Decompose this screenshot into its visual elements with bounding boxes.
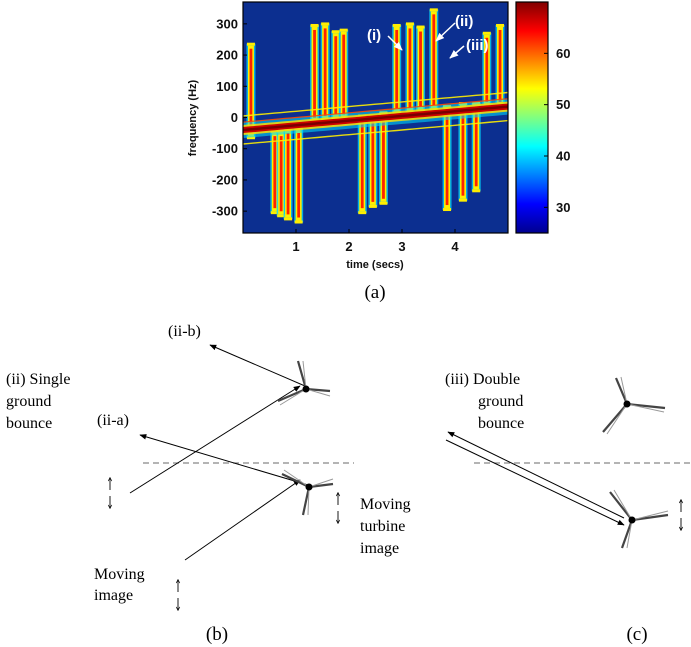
x-tick-label: 1 xyxy=(292,239,299,254)
ray-image-to-image xyxy=(184,479,301,561)
moving-turbine-label-3: image xyxy=(360,540,399,557)
colorbar-gradient xyxy=(515,1,549,234)
y-tick-label: -300 xyxy=(212,204,238,219)
single-bounce-diagram: (ii-b) (ii-a) (ii) Single ground bounce … xyxy=(6,323,411,610)
caption-b: (b) xyxy=(206,624,228,645)
caption-a: (a) xyxy=(364,282,385,303)
x-tick-label: 4 xyxy=(451,239,459,254)
colorbar-tick-label: 50 xyxy=(556,97,570,112)
flash-16 xyxy=(429,8,439,112)
x-tick-label: 3 xyxy=(398,239,405,254)
y-tick-label: 100 xyxy=(216,79,238,94)
flash-7 xyxy=(320,22,330,123)
ray-ground-to-turbine xyxy=(129,385,301,494)
colorbar-tick-labels: 60 50 40 30 xyxy=(544,46,570,215)
moving-turbine-label-2: turbine xyxy=(360,518,405,535)
annotation-ii: (ii) xyxy=(455,13,473,30)
colorbar-tick-label: 30 xyxy=(556,200,570,215)
moving-image-label-1: Moving xyxy=(94,566,145,583)
zero-doppler-band xyxy=(243,91,508,145)
flash-layer xyxy=(246,8,505,224)
ray-double-bounce-in xyxy=(445,439,625,526)
flash-17 xyxy=(442,105,452,212)
x-tick-label: 2 xyxy=(345,239,352,254)
x-axis-label: time (secs) xyxy=(346,259,404,271)
double-bounce-title-3: bounce xyxy=(478,415,524,432)
double-bounce-title-1: (iii) Double xyxy=(445,371,520,388)
annotation-iii-arrow xyxy=(449,45,465,59)
annotation-i: (i) xyxy=(367,27,381,44)
double-bounce-diagram: (iii) Double ground bounce xyxy=(445,371,690,549)
y-tick-label: 300 xyxy=(216,16,238,31)
flash-5 xyxy=(294,126,304,224)
caption-c: (c) xyxy=(626,624,647,645)
single-bounce-title-2: ground xyxy=(6,393,51,410)
ray-ii-b xyxy=(209,344,306,387)
flash-11 xyxy=(368,114,378,208)
y-tick-label: 200 xyxy=(216,48,238,63)
y-axis-label: frequency (Hz) xyxy=(187,79,199,156)
moving-image-label-2: image xyxy=(94,587,133,604)
ray-double-bounce-out xyxy=(447,431,625,519)
double-bounce-title-2: ground xyxy=(478,393,523,410)
single-bounce-title-3: bounce xyxy=(6,415,52,432)
y-tick-label: -200 xyxy=(212,172,238,187)
annotation-iii: (iii) xyxy=(466,37,489,54)
y-tick-labels: 300 200 100 0 -100 -200 -300 xyxy=(212,16,247,219)
ray-ii-a xyxy=(139,434,309,486)
x-tick-labels: 1 2 3 4 xyxy=(292,229,459,254)
colorbar-tick-label: 60 xyxy=(556,46,570,61)
flash-1 xyxy=(246,42,256,140)
label-ii-b: (ii-b) xyxy=(168,323,201,340)
turbine-image-icon xyxy=(609,489,669,549)
single-bounce-title-1: (ii) Single xyxy=(6,371,70,388)
colorbar-tick-label: 40 xyxy=(556,149,570,164)
annotation-ii-arrow xyxy=(435,22,456,42)
flash-21 xyxy=(495,23,505,109)
flash-10 xyxy=(357,114,367,215)
turbine-icon xyxy=(277,360,331,406)
annotation-i-arrow xyxy=(387,35,403,51)
y-tick-label: -100 xyxy=(212,141,238,156)
flash-13 xyxy=(392,23,402,115)
turbine-image-icon xyxy=(281,469,334,516)
colorbar: 60 50 40 30 xyxy=(515,1,570,234)
y-tick-label: 0 xyxy=(231,110,238,125)
moving-turbine-label-1: Moving xyxy=(360,496,411,513)
label-ii-a: (ii-a) xyxy=(97,412,129,429)
turbine-icon xyxy=(602,376,666,435)
